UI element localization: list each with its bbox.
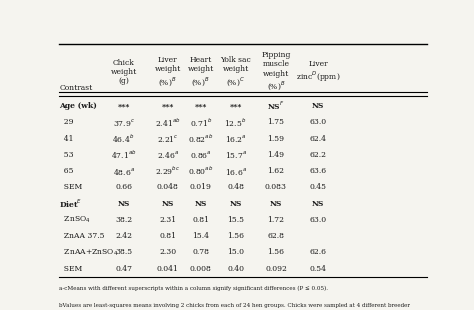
Text: 0.54: 0.54 xyxy=(310,264,327,272)
Text: 63.6: 63.6 xyxy=(310,167,327,175)
Text: NS$^{F}$: NS$^{F}$ xyxy=(267,100,285,113)
Text: 2.30: 2.30 xyxy=(159,248,176,256)
Text: SEM: SEM xyxy=(59,183,82,191)
Text: 63.0: 63.0 xyxy=(310,118,327,126)
Text: bValues are least-squares means involving 2 chicks from each of 24 hen groups. C: bValues are least-squares means involvin… xyxy=(59,303,410,308)
Text: 0.40: 0.40 xyxy=(227,264,244,272)
Text: SEM: SEM xyxy=(59,264,82,272)
Text: NS: NS xyxy=(312,200,324,208)
Text: 0.008: 0.008 xyxy=(190,264,211,272)
Text: 62.8: 62.8 xyxy=(267,232,284,240)
Text: 0.048: 0.048 xyxy=(157,183,179,191)
Text: 0.47: 0.47 xyxy=(115,264,132,272)
Text: 1.72: 1.72 xyxy=(267,216,284,224)
Text: a-cMeans with different superscripts within a column signify significant differe: a-cMeans with different superscripts wit… xyxy=(59,286,328,291)
Text: 29: 29 xyxy=(59,118,74,126)
Text: 1.75: 1.75 xyxy=(267,118,284,126)
Text: 15.0: 15.0 xyxy=(227,248,244,256)
Text: 37.9$^{c}$: 37.9$^{c}$ xyxy=(112,117,135,128)
Text: 16.6$^{a}$: 16.6$^{a}$ xyxy=(225,166,246,177)
Text: 0.82$^{ab}$: 0.82$^{ab}$ xyxy=(188,132,213,145)
Text: 2.41$^{ab}$: 2.41$^{ab}$ xyxy=(155,116,181,129)
Text: 0.083: 0.083 xyxy=(265,183,287,191)
Text: 12.5$^{b}$: 12.5$^{b}$ xyxy=(225,116,246,129)
Text: 15.4: 15.4 xyxy=(192,232,209,240)
Text: Liver
zinc$^{D}$(ppm): Liver zinc$^{D}$(ppm) xyxy=(296,60,340,84)
Text: ZnAA 37.5: ZnAA 37.5 xyxy=(59,232,105,240)
Text: Heart
weight
(%)$^{B}$: Heart weight (%)$^{B}$ xyxy=(188,56,214,88)
Text: 0.45: 0.45 xyxy=(310,183,327,191)
Text: ***: *** xyxy=(162,102,174,110)
Text: 62.2: 62.2 xyxy=(310,151,327,159)
Text: 2.46$^{a}$: 2.46$^{a}$ xyxy=(156,149,179,160)
Text: NS: NS xyxy=(118,200,130,208)
Text: 38.2: 38.2 xyxy=(115,216,132,224)
Text: NS: NS xyxy=(229,200,242,208)
Text: 38.5: 38.5 xyxy=(115,248,132,256)
Text: 15.5: 15.5 xyxy=(227,216,244,224)
Text: 16.2$^{a}$: 16.2$^{a}$ xyxy=(225,133,246,144)
Text: 2.21$^{c}$: 2.21$^{c}$ xyxy=(157,133,179,144)
Text: Contrast: Contrast xyxy=(59,84,92,92)
Text: 41: 41 xyxy=(59,135,74,143)
Text: 48.6$^{a}$: 48.6$^{a}$ xyxy=(112,166,135,177)
Text: 0.092: 0.092 xyxy=(265,264,287,272)
Text: 0.019: 0.019 xyxy=(190,183,211,191)
Text: ***: *** xyxy=(118,102,130,110)
Text: ***: *** xyxy=(194,102,207,110)
Text: 0.66: 0.66 xyxy=(115,183,132,191)
Text: NS: NS xyxy=(162,200,174,208)
Text: Age (wk): Age (wk) xyxy=(59,102,97,110)
Text: 62.4: 62.4 xyxy=(310,135,327,143)
Text: 0.48: 0.48 xyxy=(227,183,244,191)
Text: ZnAA+ZnSO$_4$: ZnAA+ZnSO$_4$ xyxy=(59,247,118,258)
Text: Diet$^{E}$: Diet$^{E}$ xyxy=(59,197,82,210)
Text: 0.86$^{a}$: 0.86$^{a}$ xyxy=(190,149,211,160)
Text: Liver
weight
(%)$^{B}$: Liver weight (%)$^{B}$ xyxy=(155,56,181,88)
Text: NS: NS xyxy=(270,200,282,208)
Text: NS: NS xyxy=(312,102,324,110)
Text: 63.0: 63.0 xyxy=(310,216,327,224)
Text: 47.1$^{ab}$: 47.1$^{ab}$ xyxy=(111,149,137,161)
Text: ***: *** xyxy=(229,102,242,110)
Text: 1.49: 1.49 xyxy=(267,151,284,159)
Text: 53: 53 xyxy=(59,151,74,159)
Text: 0.041: 0.041 xyxy=(157,264,179,272)
Text: Yolk sac
weight
(%)$^{C}$: Yolk sac weight (%)$^{C}$ xyxy=(220,56,251,88)
Text: ZnSO$_4$: ZnSO$_4$ xyxy=(59,215,91,225)
Text: 2.29$^{bc}$: 2.29$^{bc}$ xyxy=(155,165,180,177)
Text: 1.62: 1.62 xyxy=(267,167,284,175)
Text: 62.6: 62.6 xyxy=(310,248,327,256)
Text: Chick
weight
(g): Chick weight (g) xyxy=(110,59,137,85)
Text: 1.56: 1.56 xyxy=(267,248,284,256)
Text: 0.78: 0.78 xyxy=(192,248,209,256)
Text: 0.80$^{ab}$: 0.80$^{ab}$ xyxy=(188,165,213,177)
Text: 0.81: 0.81 xyxy=(159,232,176,240)
Text: 46.4$^{b}$: 46.4$^{b}$ xyxy=(112,132,135,145)
Text: 2.31: 2.31 xyxy=(159,216,176,224)
Text: 15.7$^{a}$: 15.7$^{a}$ xyxy=(225,149,246,160)
Text: NS: NS xyxy=(194,200,207,208)
Text: 65: 65 xyxy=(59,167,74,175)
Text: 2.42: 2.42 xyxy=(115,232,132,240)
Text: 1.56: 1.56 xyxy=(227,232,244,240)
Text: 0.71$^{b}$: 0.71$^{b}$ xyxy=(190,116,212,129)
Text: 1.59: 1.59 xyxy=(267,135,284,143)
Text: 0.81: 0.81 xyxy=(192,216,209,224)
Text: Pipping
muscle
weight
(%)$^{B}$: Pipping muscle weight (%)$^{B}$ xyxy=(261,51,291,92)
